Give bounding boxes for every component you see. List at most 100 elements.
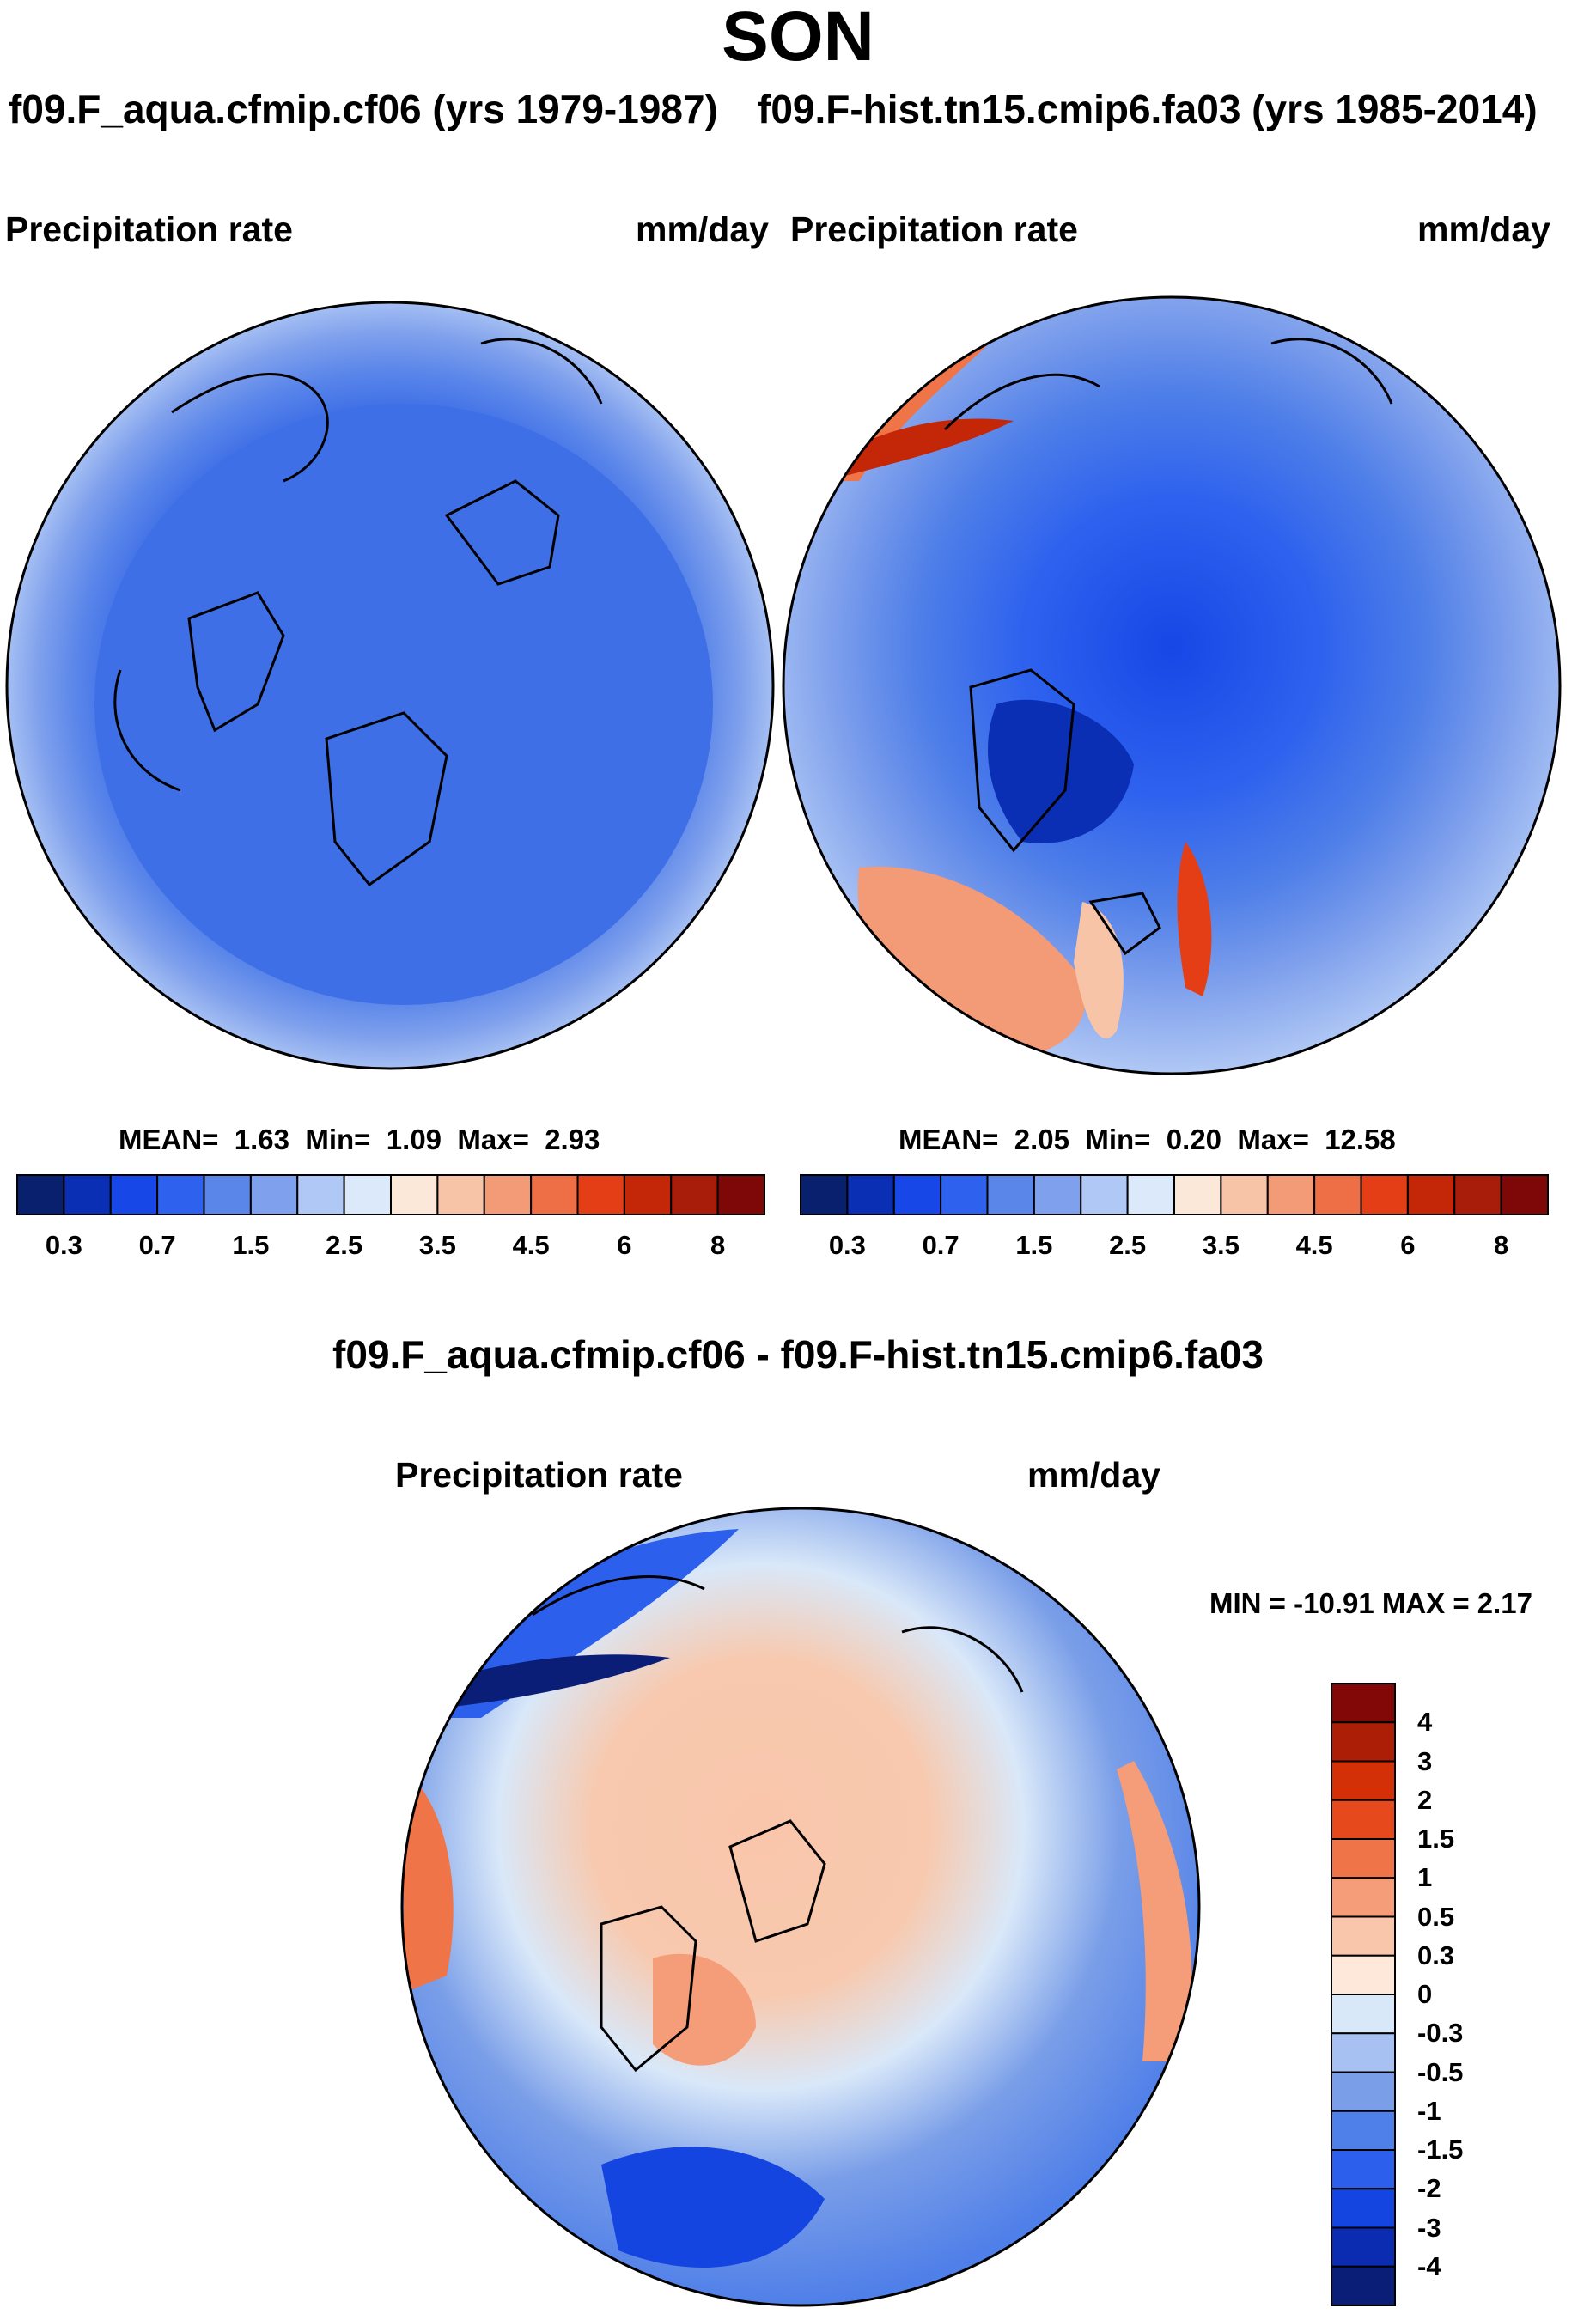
left-variable-label: Precipitation rate	[5, 210, 293, 249]
colorbar-swatch	[16, 1174, 65, 1215]
colorbar-swatch	[63, 1174, 112, 1215]
colorbar-swatch	[203, 1174, 252, 1215]
colorbar-swatch	[1331, 2071, 1396, 2112]
colorbar-swatch	[296, 1174, 345, 1215]
colorbar-tick-label: -0.5	[1417, 2056, 1464, 2087]
diff-map	[402, 1508, 1199, 2305]
colorbar-swatch	[986, 1174, 1035, 1215]
colorbar-tick-label: -3	[1417, 2212, 1441, 2243]
right-case-title: f09.F-hist.tn15.cmip6.fa03 (yrs 1985-201…	[758, 87, 1538, 131]
colorbar-tick-label: 4.5	[512, 1230, 550, 1260]
colorbar-tick-label: 2.5	[1109, 1230, 1147, 1260]
diff-title: f09.F_aqua.cfmip.cf06 - f09.F-hist.tn15.…	[332, 1332, 1264, 1377]
colorbar-swatch	[1453, 1174, 1502, 1215]
diff-variable-label: Precipitation rate	[395, 1455, 683, 1495]
colorbar-swatch	[390, 1174, 439, 1215]
right-map	[783, 297, 1560, 1074]
left-case-title: f09.F_aqua.cfmip.cf06 (yrs 1979-1987)	[9, 87, 718, 131]
colorbar-tick-label: 8	[1494, 1230, 1509, 1260]
colorbar-swatch	[940, 1174, 989, 1215]
right-stats: MEAN= 2.05 Min= 0.20 Max= 12.58	[899, 1124, 1396, 1156]
colorbar-diff	[1331, 1683, 1396, 2306]
colorbar-tick-label: 0.7	[922, 1230, 959, 1260]
colorbar-swatch	[483, 1174, 533, 1215]
colorbar-tick-label: 8	[710, 1230, 726, 1260]
left-min-value: 1.09	[386, 1124, 442, 1155]
colorbar-swatch	[1080, 1174, 1129, 1215]
left-min-label: Min=	[305, 1124, 371, 1155]
colorbar-tick-label: -1	[1417, 2095, 1441, 2126]
right-variable-label: Precipitation rate	[790, 210, 1078, 249]
left-mean-value: 1.63	[234, 1124, 290, 1155]
colorbar-tick-label: 6	[617, 1230, 632, 1260]
left-map-border	[5, 301, 775, 1070]
figure-title: SON	[722, 0, 874, 76]
colorbar-tick-label: -4	[1417, 2250, 1441, 2281]
colorbar-swatch	[1331, 1877, 1396, 1918]
colorbar-swatch	[892, 1174, 942, 1215]
colorbar-tick-label: 4	[1417, 1707, 1433, 1738]
colorbar-swatch	[343, 1174, 392, 1215]
right-mean-label: MEAN=	[899, 1124, 999, 1155]
colorbar-swatch	[1331, 1760, 1396, 1801]
colorbar-tick-label: 1.5	[232, 1230, 270, 1260]
left-max-value: 2.93	[545, 1124, 600, 1155]
right-max-label: Max=	[1237, 1124, 1309, 1155]
colorbar-swatch	[1331, 1799, 1396, 1840]
colorbar-tick-label: 3	[1417, 1745, 1433, 1776]
colorbar-swatch	[1360, 1174, 1409, 1215]
colorbar-swatch	[1331, 2032, 1396, 2073]
colorbar-tick-label: -1.5	[1417, 2134, 1464, 2165]
colorbar-swatch	[1331, 2188, 1396, 2229]
right-units-label: mm/day	[1417, 210, 1550, 249]
colorbar-swatch	[1331, 1838, 1396, 1879]
colorbar-tick-label: 0	[1417, 1979, 1433, 2009]
colorbar-tick-label: 3.5	[418, 1230, 456, 1260]
diff-units-label: mm/day	[1027, 1455, 1160, 1495]
diff-map-border	[400, 1507, 1201, 2307]
colorbar-swatch	[1331, 1915, 1396, 1957]
left-map	[7, 302, 773, 1069]
left-units-label: mm/day	[636, 210, 769, 249]
colorbar-swatch	[1331, 1994, 1396, 2035]
right-min-value: 0.20	[1166, 1124, 1222, 1155]
colorbar-swatch	[1331, 2149, 1396, 2190]
colorbar-tick-label: 1.5	[1015, 1230, 1053, 1260]
colorbar-swatch	[1033, 1174, 1082, 1215]
right-max-value: 12.58	[1325, 1124, 1396, 1155]
colorbar-swatch	[623, 1174, 673, 1215]
colorbar-swatch	[1266, 1174, 1316, 1215]
right-map-border	[782, 295, 1562, 1075]
colorbar-swatch	[1331, 1721, 1396, 1763]
colorbar-swatch	[1331, 2110, 1396, 2151]
colorbar-swatch	[530, 1174, 579, 1215]
colorbar-swatch	[1313, 1174, 1362, 1215]
colorbar-tick-label: 6	[1400, 1230, 1416, 1260]
colorbar-swatch	[1220, 1174, 1269, 1215]
left-stats: MEAN= 1.63 Min= 1.09 Max= 2.93	[119, 1124, 600, 1156]
colorbar-right	[800, 1174, 1549, 1215]
colorbar-tick-label: 1	[1417, 1862, 1433, 1893]
colorbar-swatch	[670, 1174, 719, 1215]
colorbar-tick-label: 2	[1417, 1784, 1433, 1815]
colorbar-swatch	[1331, 1954, 1396, 1995]
colorbar-swatch	[1331, 2265, 1396, 2306]
colorbar-swatch	[109, 1174, 159, 1215]
colorbar-tick-label: 0.7	[138, 1230, 176, 1260]
colorbar-swatch	[249, 1174, 299, 1215]
right-min-label: Min=	[1085, 1124, 1151, 1155]
colorbar-swatch	[1173, 1174, 1222, 1215]
left-mean-label: MEAN=	[119, 1124, 219, 1155]
colorbar-swatch	[436, 1174, 485, 1215]
colorbar-swatch	[846, 1174, 895, 1215]
colorbar-tick-label: 3.5	[1202, 1230, 1240, 1260]
colorbar-tick-label: 1.5	[1417, 1824, 1455, 1854]
colorbar-tick-label: 2.5	[326, 1230, 363, 1260]
colorbar-tick-label: 0.5	[1417, 1901, 1455, 1932]
left-max-label: Max=	[457, 1124, 529, 1155]
colorbar-tick-label: 0.3	[1417, 1939, 1455, 1970]
colorbar-swatch	[156, 1174, 205, 1215]
colorbar-swatch	[1406, 1174, 1456, 1215]
colorbar-tick-label: -2	[1417, 2173, 1441, 2204]
